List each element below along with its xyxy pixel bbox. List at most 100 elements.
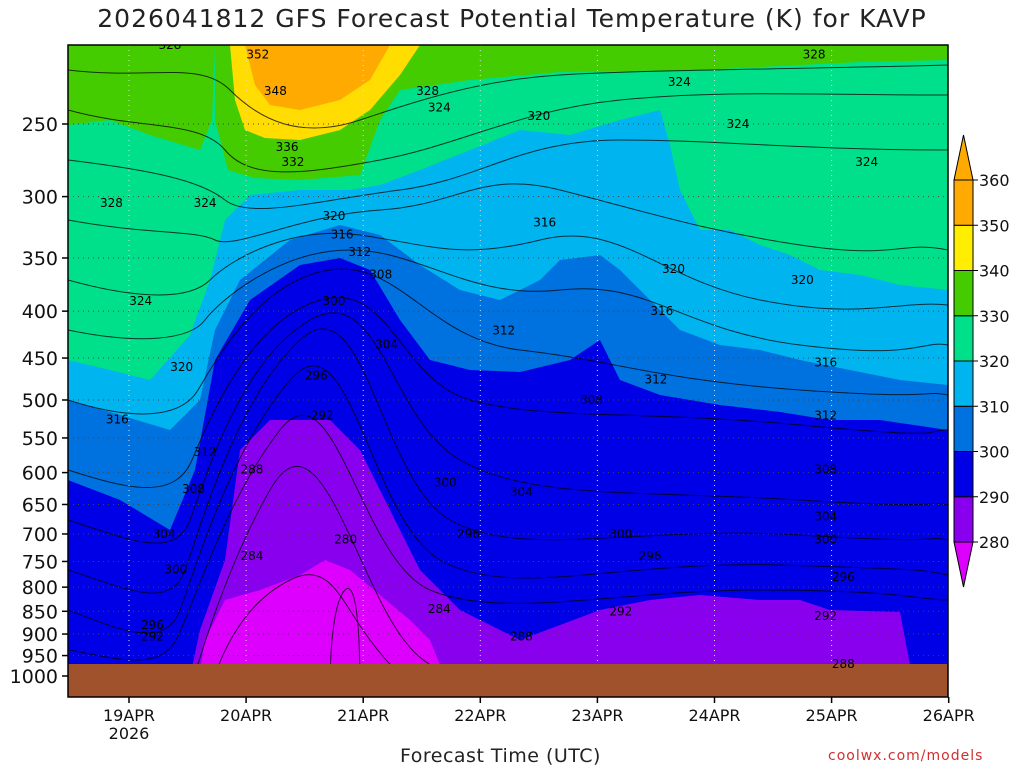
isentrope-1 bbox=[68, 93, 948, 173]
isentrope-3 bbox=[68, 183, 948, 252]
contour-label-332: 332 bbox=[281, 155, 304, 169]
contour-label-292: 292 bbox=[141, 629, 164, 643]
colorbar-segment-4 bbox=[953, 315, 974, 362]
contour-label-320: 320 bbox=[791, 273, 814, 287]
isentrope-2 bbox=[68, 139, 948, 210]
y-tick-label-250: 250 bbox=[22, 114, 58, 136]
y-tick-label-900: 900 bbox=[22, 624, 58, 646]
isentrope-8 bbox=[68, 312, 948, 544]
band-360 bbox=[245, 45, 390, 110]
contour-label-324: 324 bbox=[194, 196, 217, 210]
isentrope-4 bbox=[68, 232, 948, 310]
contour-label-352: 352 bbox=[246, 48, 269, 62]
colorbar-label-330: 330 bbox=[979, 307, 1010, 326]
y-tick-label-800: 800 bbox=[22, 577, 58, 599]
contour-label-324: 324 bbox=[129, 294, 152, 308]
colorbar-segment-2 bbox=[953, 405, 974, 452]
contour-label-300: 300 bbox=[164, 562, 187, 576]
isentrope-5 bbox=[68, 249, 948, 352]
colorbar-segment-5 bbox=[953, 270, 974, 317]
y-tick-label-950: 950 bbox=[22, 646, 58, 668]
colorbar-label-280: 280 bbox=[979, 533, 1010, 552]
contour-label-288: 288 bbox=[832, 657, 855, 671]
contour-label-308: 308 bbox=[182, 482, 205, 496]
colorbar-label-300: 300 bbox=[979, 443, 1010, 462]
colorbar-low-arrow bbox=[953, 541, 974, 588]
isentrope-7 bbox=[68, 297, 948, 488]
colorbar-segment-1 bbox=[953, 451, 974, 498]
contour-label-320: 320 bbox=[170, 360, 193, 374]
y-tick-label-550: 550 bbox=[22, 428, 58, 450]
contour-label-296: 296 bbox=[305, 368, 328, 382]
isentrope-9 bbox=[68, 328, 948, 594]
y-tick-label-600: 600 bbox=[22, 463, 58, 485]
contour-label-300: 300 bbox=[322, 294, 345, 308]
contour-label-280: 280 bbox=[334, 533, 357, 547]
contour-label-316: 316 bbox=[106, 412, 129, 426]
isentrope-11 bbox=[69, 414, 948, 661]
contour-label-292: 292 bbox=[311, 409, 334, 423]
contour-label-328: 328 bbox=[100, 196, 123, 210]
contour-label-308: 308 bbox=[580, 393, 603, 407]
x-axis-label: Forecast Time (UTC) bbox=[400, 745, 601, 767]
chart-title: 2026041812 GFS Forecast Potential Temper… bbox=[97, 4, 927, 33]
contour-label-308: 308 bbox=[369, 268, 392, 282]
colorbar-segment-7 bbox=[953, 179, 974, 226]
contour-label-324: 324 bbox=[668, 75, 691, 89]
contour-label-316: 316 bbox=[650, 304, 673, 318]
contour-label-304: 304 bbox=[814, 510, 837, 524]
contour-label-328: 328 bbox=[803, 48, 826, 62]
contour-label-356: 356 bbox=[241, 28, 264, 42]
contour-label-296: 296 bbox=[457, 527, 480, 541]
colorbar-segment-0 bbox=[953, 496, 974, 543]
contour-label-324: 324 bbox=[428, 101, 451, 115]
contour-label-320: 320 bbox=[662, 262, 685, 276]
contour-label-336: 336 bbox=[276, 140, 299, 154]
y-tick-label-450: 450 bbox=[22, 348, 58, 370]
colorbar-label-350: 350 bbox=[979, 216, 1010, 235]
x-tick-label-24APR: 24APR bbox=[688, 706, 740, 725]
contour-label-308: 308 bbox=[814, 462, 837, 476]
contour-label-296: 296 bbox=[639, 549, 662, 563]
contour-label-328: 328 bbox=[159, 38, 182, 52]
contour-label-316: 316 bbox=[331, 228, 354, 242]
contour-label-328: 328 bbox=[416, 84, 439, 98]
contour-label-284: 284 bbox=[428, 602, 451, 616]
x-tick-label-19APR: 19APR bbox=[103, 706, 155, 725]
colorbar-label-320: 320 bbox=[979, 352, 1010, 371]
band-270 bbox=[195, 560, 448, 697]
contour-label-300: 300 bbox=[434, 475, 457, 489]
x-tick-label-23APR: 23APR bbox=[571, 706, 623, 725]
contour-label-328: 328 bbox=[674, 28, 697, 42]
plot-frame bbox=[67, 44, 949, 698]
y-tick-label-750: 750 bbox=[22, 551, 58, 573]
x-tick-label-20APR: 20APR bbox=[220, 706, 272, 725]
contour-label-348: 348 bbox=[264, 84, 287, 98]
x-tick-label-21APR: 21APR bbox=[337, 706, 389, 725]
contour-label-304: 304 bbox=[510, 485, 533, 499]
isentrope-0 bbox=[68, 64, 948, 129]
contour-label-312: 312 bbox=[814, 409, 837, 423]
y-tick-label-650: 650 bbox=[22, 494, 58, 516]
contour-label-312: 312 bbox=[348, 245, 371, 259]
isentrope-10 bbox=[68, 365, 948, 634]
ground-layer bbox=[68, 664, 948, 697]
colorbar-high-arrow bbox=[953, 134, 974, 181]
x-year-label: 2026 bbox=[109, 724, 150, 743]
colorbar-label-290: 290 bbox=[979, 488, 1010, 507]
contour-label-320: 320 bbox=[322, 209, 345, 223]
x-tick-label-26APR: 26APR bbox=[923, 706, 975, 725]
gridlines bbox=[68, 45, 948, 697]
contour-label-312: 312 bbox=[194, 445, 217, 459]
band-340-mid bbox=[215, 45, 948, 180]
contour-label-288: 288 bbox=[510, 629, 533, 643]
contour-label-312: 312 bbox=[492, 324, 515, 338]
contour-label-300: 300 bbox=[609, 527, 632, 541]
contour-label-324: 324 bbox=[855, 155, 878, 169]
contour-label-300: 300 bbox=[814, 533, 837, 547]
contour-label-324: 324 bbox=[726, 117, 749, 131]
y-axis: 2503003504004505005506006507007508008509… bbox=[10, 114, 68, 688]
credit-link[interactable]: coolwx.com/models bbox=[828, 748, 984, 764]
contour-label-320: 320 bbox=[527, 109, 550, 123]
